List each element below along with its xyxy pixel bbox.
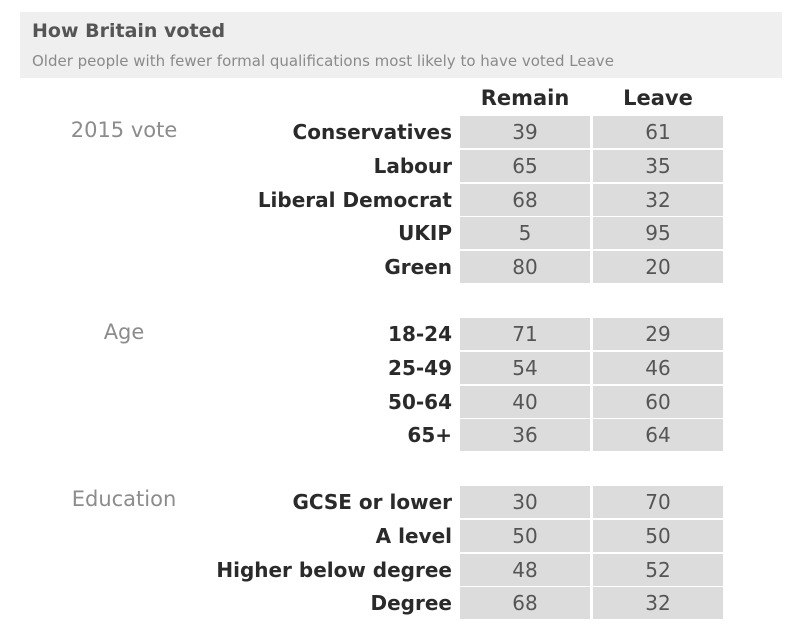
row-label: 25-49	[388, 356, 452, 380]
group-label: Age	[103, 320, 145, 344]
leave-value-cell: 32	[593, 587, 723, 619]
remain-value-cell: 54	[460, 352, 590, 384]
row-label: Liberal Democrat	[257, 188, 452, 212]
remain-value-cell: 40	[460, 386, 590, 418]
leave-value-cell: 29	[593, 318, 723, 350]
chart-title: How Britain voted	[32, 20, 226, 42]
row-label: Conservatives	[292, 120, 452, 144]
row-label: Labour	[373, 154, 452, 178]
remain-value-cell: 71	[460, 318, 590, 350]
leave-value-cell: 35	[593, 150, 723, 182]
leave-value-cell: 95	[593, 217, 723, 249]
chart-subtitle: Older people with fewer formal qualifica…	[32, 52, 614, 70]
row-label: Green	[384, 255, 452, 279]
row-label: 18-24	[388, 322, 452, 346]
remain-value-cell: 80	[460, 251, 590, 283]
row-label: 65+	[407, 423, 452, 447]
leave-value-cell: 70	[593, 486, 723, 518]
leave-value-cell: 60	[593, 386, 723, 418]
row-label: 50-64	[388, 390, 452, 414]
remain-value-cell: 5	[460, 217, 590, 249]
remain-value-cell: 50	[460, 520, 590, 552]
column-header-leave: Leave	[623, 86, 693, 110]
leave-value-cell: 61	[593, 116, 723, 148]
leave-value-cell: 64	[593, 419, 723, 451]
row-label: UKIP	[398, 221, 452, 245]
remain-value-cell: 68	[460, 587, 590, 619]
group-label: Education	[71, 487, 177, 511]
leave-value-cell: 46	[593, 352, 723, 384]
leave-value-cell: 20	[593, 251, 723, 283]
row-label: GCSE or lower	[292, 490, 452, 514]
row-label: Degree	[370, 591, 452, 615]
chart-header: How Britain voted Older people with fewe…	[20, 12, 782, 78]
leave-value-cell: 50	[593, 520, 723, 552]
remain-value-cell: 48	[460, 554, 590, 586]
row-label: Higher below degree	[216, 558, 452, 582]
column-header-remain: Remain	[480, 86, 570, 110]
remain-value-cell: 36	[460, 419, 590, 451]
remain-value-cell: 30	[460, 486, 590, 518]
row-label: A level	[375, 524, 452, 548]
leave-value-cell: 52	[593, 554, 723, 586]
remain-value-cell: 65	[460, 150, 590, 182]
leave-value-cell: 32	[593, 184, 723, 216]
remain-value-cell: 39	[460, 116, 590, 148]
group-label: 2015 vote	[70, 118, 178, 142]
remain-value-cell: 68	[460, 184, 590, 216]
